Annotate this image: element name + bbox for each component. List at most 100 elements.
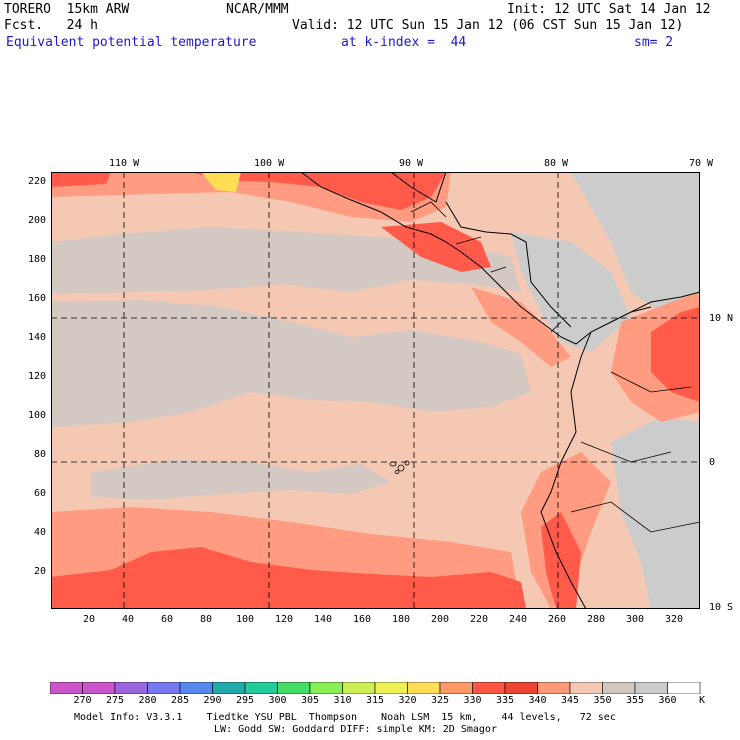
y-tick: 160 — [27, 293, 46, 304]
colorbar-label: 290 — [203, 695, 222, 706]
colorbar-label: 360 — [658, 695, 677, 706]
fill-region-350-caribbean — [571, 172, 700, 312]
y-tick: 40 — [33, 527, 46, 538]
fill-region-350-gulf — [511, 232, 631, 352]
fill-region-350-amazon — [611, 417, 700, 609]
forecast-hour: Fcst. 24 h — [4, 18, 98, 33]
fill-region-330-peru-coast — [541, 512, 581, 609]
colorbar-label: 300 — [268, 695, 287, 706]
y-tick: 100 — [27, 410, 46, 421]
colorbar-swatch — [537, 682, 571, 694]
coastline-mexico — [300, 172, 462, 253]
colorbar-label: 310 — [333, 695, 352, 706]
center-label: NCAR/MMM — [226, 2, 289, 17]
colorbar-swatch — [472, 682, 506, 694]
colorbar-label: 355 — [625, 695, 645, 706]
fill-region-345-central — [51, 300, 531, 427]
colorbar-swatch — [179, 682, 213, 694]
colorbar-label: 340 — [528, 695, 547, 706]
footer-model-info: Model Info: V3.3.1 Tiedtke YSU PBL Thomp… — [74, 712, 616, 723]
coastline-central-america — [460, 251, 652, 345]
colorbar-label: 335 — [495, 695, 515, 706]
colorbar-swatch — [244, 682, 278, 694]
x-tick: 260 — [547, 614, 567, 625]
border-lines — [410, 201, 700, 533]
y-tick: 120 — [27, 371, 46, 382]
lat-lon-grid — [51, 172, 700, 609]
colorbar-swatch — [114, 682, 148, 694]
lon-label-110w: 110 W — [109, 158, 140, 169]
x-tick: 240 — [508, 614, 528, 625]
y-tick: 220 — [27, 176, 46, 187]
colorbar-swatch — [342, 682, 376, 694]
colorbar-label: 285 — [170, 695, 190, 706]
fill-region-330-guatemala — [381, 222, 491, 272]
colorbar-swatch — [667, 682, 701, 694]
y-tick: 140 — [27, 332, 46, 343]
colorbar-swatch — [439, 682, 473, 694]
init-time: Init: 12 UTC Sat 14 Jan 12 — [507, 2, 711, 17]
coastline-caribbean — [445, 201, 572, 328]
colorbar-swatch — [50, 682, 83, 694]
lon-label-80w: 80 W — [544, 158, 569, 169]
colorbar-swatch — [212, 682, 246, 694]
lon-label-90w: 90 W — [399, 158, 424, 169]
valid-time: Valid: 12 UTC Sun 15 Jan 12 (06 CST Sun … — [292, 18, 684, 33]
coastline-south-america-west — [540, 331, 592, 609]
fill-region-345-south — [91, 460, 391, 500]
lat-label-10s: 10 S — [709, 602, 734, 613]
y-tick: 180 — [27, 254, 46, 265]
x-tick: 40 — [121, 614, 135, 625]
x-tick: 180 — [391, 614, 411, 625]
equivalent-potential-temperature-map — [51, 172, 700, 609]
x-tick: 220 — [469, 614, 489, 625]
x-tick: 160 — [352, 614, 372, 625]
x-tick: 80 — [199, 614, 213, 625]
x-tick: 120 — [274, 614, 294, 625]
x-tick: 20 — [82, 614, 96, 625]
colorbar-label: 315 — [365, 695, 385, 706]
colorbar-label: 280 — [138, 695, 157, 706]
colorbar-swatch — [634, 682, 668, 694]
fill-region-330-mexico — [191, 172, 446, 210]
coastline-south-america-north — [630, 291, 700, 313]
colorbar-label: 275 — [105, 695, 125, 706]
y-tick: 20 — [33, 566, 46, 577]
field-name: Equivalent potential temperature — [6, 35, 257, 50]
x-tick: 320 — [664, 614, 684, 625]
x-tick: 100 — [235, 614, 255, 625]
colorbar — [50, 682, 701, 694]
x-tick: 60 — [160, 614, 174, 625]
colorbar-swatch — [569, 682, 603, 694]
fill-region-320-yucatan — [201, 172, 241, 192]
colorbar-label: 345 — [560, 695, 580, 706]
colorbar-swatch — [309, 682, 343, 694]
colorbar-swatch — [602, 682, 636, 694]
lon-label-100w: 100 W — [254, 158, 285, 169]
footer-physics-info: LW: Godd SW: Goddard DIFF: simple KM: 2D… — [214, 724, 497, 735]
lat-label-10n: 10 N — [709, 313, 734, 324]
map-frame — [51, 172, 700, 609]
colorbar-swatch — [407, 682, 441, 694]
coastline-yucatan — [390, 172, 447, 203]
x-tick: 200 — [430, 614, 450, 625]
fill-region-335-costa-rica — [471, 287, 571, 367]
colorbar-swatch — [374, 682, 408, 694]
colorbar-swatch — [277, 682, 311, 694]
y-tick: 200 — [27, 215, 46, 226]
colorbar-label: 325 — [430, 695, 450, 706]
y-tick: 60 — [33, 488, 46, 499]
x-tick: 300 — [625, 614, 645, 625]
colorbar-swatch — [147, 682, 181, 694]
lat-label-0: 0 — [709, 457, 716, 468]
fill-region-330-south — [51, 547, 526, 609]
model-title: TORERO 15km ARW — [4, 2, 130, 17]
colorbar-swatch — [82, 682, 116, 694]
colorbar-label: 295 — [235, 695, 255, 706]
y-tick: 80 — [33, 449, 46, 460]
fill-region-330-west — [51, 172, 111, 187]
x-tick: 140 — [313, 614, 333, 625]
colorbar-swatch — [504, 682, 538, 694]
colorbar-label: 305 — [300, 695, 320, 706]
colorbar-label: 350 — [593, 695, 612, 706]
